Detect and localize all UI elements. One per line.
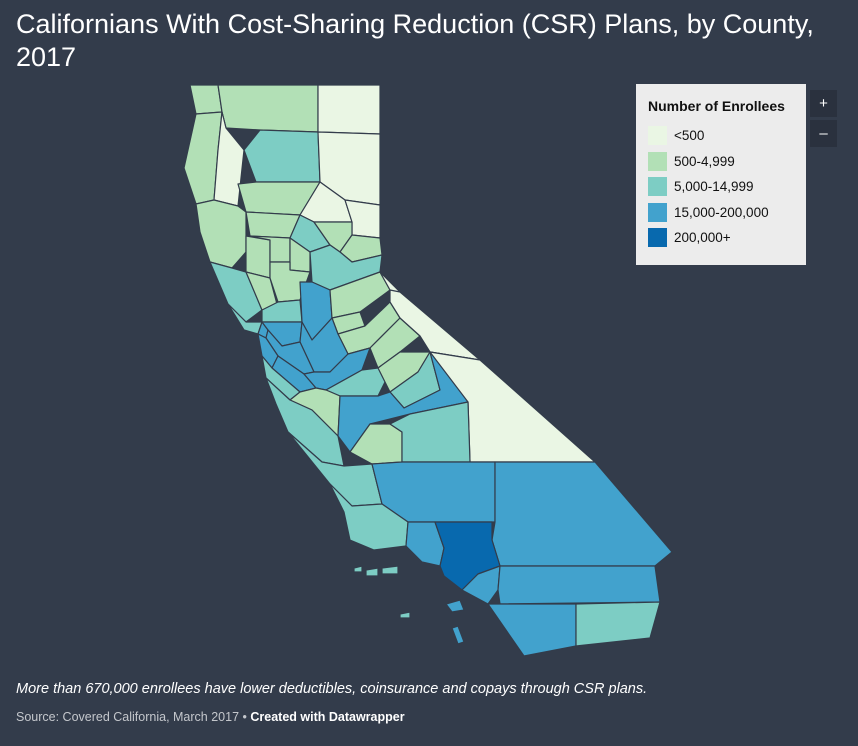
legend-swatch [648,126,667,146]
county-map-svg [183,84,673,657]
legend-item-under-500: <500 [648,123,806,149]
legend-swatch [648,228,667,248]
california-map[interactable] [0,80,858,680]
island-san-miguel[interactable] [353,565,363,573]
legend-swatch [648,177,667,197]
legend: Number of Enrollees <500 500-4,999 5,000… [636,84,806,265]
legend-item-200000-plus: 200,000+ [648,225,806,251]
county-san-bernardino[interactable] [491,461,673,567]
county-mendocino[interactable] [195,199,247,269]
county-modoc[interactable] [317,84,381,135]
legend-label: 200,000+ [674,230,731,246]
county-riverside[interactable] [497,565,661,605]
legend-item-5000-14999: 5,000-14,999 [648,174,806,200]
county-del-norte[interactable] [189,84,223,115]
county-el-dorado[interactable] [329,271,391,319]
zoom-out-button[interactable]: – [810,120,837,147]
legend-label: 5,000-14,999 [674,179,754,195]
map-title: Californians With Cost-Sharing Reduction… [16,9,814,72]
legend-title: Number of Enrollees [648,98,785,114]
island-san-nicolas[interactable] [399,611,411,619]
island-santa-catalina[interactable] [445,599,465,613]
source-text: Source: Covered California, March 2017 [16,710,240,724]
legend-swatch [648,202,667,222]
island-santa-rosa[interactable] [365,567,379,577]
island-santa-cruz[interactable] [381,565,399,575]
county-san-diego[interactable] [487,603,577,657]
legend-swatch [648,151,667,171]
legend-label: 15,000-200,000 [674,204,769,220]
legend-label: 500-4,999 [674,153,735,169]
separator: • [239,710,251,724]
map-note: More than 670,000 enrollees have lower d… [16,681,648,697]
county-tuolumne[interactable] [369,317,421,369]
county-mono[interactable] [389,289,481,361]
zoom-in-button[interactable]: + [810,90,837,117]
county-imperial[interactable] [575,601,661,647]
county-shasta[interactable] [243,129,321,183]
county-siskiyou[interactable] [217,84,319,133]
footer: Source: Covered California, March 2017 •… [16,710,405,724]
datawrapper-credit-link[interactable]: Created with Datawrapper [250,710,405,724]
island-san-clemente[interactable] [451,625,465,645]
county-lake[interactable] [245,235,271,279]
legend-item-15000-200000: 15,000-200,000 [648,200,806,226]
legend-item-500-4999: 500-4,999 [648,149,806,175]
legend-label: <500 [674,128,705,144]
